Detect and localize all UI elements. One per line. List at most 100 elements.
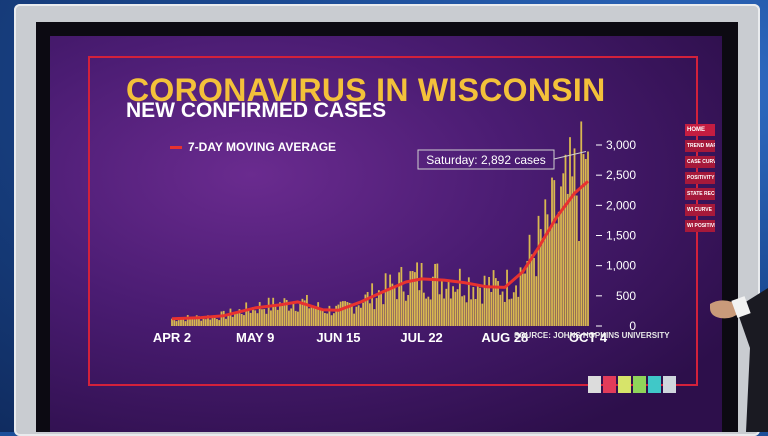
daily-bar (254, 310, 257, 326)
x-tick-label: AUG 28 (481, 330, 528, 345)
daily-bar (265, 313, 268, 326)
daily-bar (566, 193, 569, 326)
daily-bar (551, 177, 553, 326)
daily-bar (337, 304, 340, 326)
daily-bar (470, 299, 472, 326)
daily-bar (434, 263, 436, 326)
daily-bar (476, 284, 479, 326)
daily-bar (333, 313, 335, 326)
daily-bar (173, 318, 176, 326)
daily-bar (339, 301, 342, 326)
daily-bar (227, 314, 230, 326)
annotation-box (417, 149, 555, 170)
daily-bar (281, 305, 284, 326)
nav-item-state-records[interactable]: STATE RECORDS (685, 188, 715, 200)
daily-bar (301, 298, 304, 326)
daily-bar (440, 279, 443, 326)
daily-bar (447, 280, 450, 326)
nav-item-wi-positivity[interactable]: WI POSITIVITY (685, 220, 715, 232)
daily-bar (573, 148, 576, 326)
daily-bar (395, 299, 398, 326)
daily-bar (539, 229, 542, 326)
daily-bar (510, 298, 513, 326)
daily-bar (310, 306, 313, 326)
daily-bar (321, 310, 324, 326)
daily-bar (177, 320, 180, 326)
daily-bar (195, 315, 198, 326)
daily-bar (384, 273, 387, 326)
daily-bar (548, 230, 551, 326)
y-tick-label: 3,000 (606, 138, 636, 152)
daily-bar (524, 273, 526, 326)
chart-legend: 7-DAY MOVING AVERAGE (170, 140, 336, 154)
daily-bar (544, 199, 547, 326)
color-swatch[interactable] (648, 376, 661, 393)
nav-item-positivity-map[interactable]: POSITIVITY MAP (685, 172, 715, 184)
daily-bar (306, 294, 308, 326)
daily-bar (474, 298, 477, 326)
nav-item-home[interactable]: HOME (685, 124, 715, 136)
daily-bar (225, 318, 227, 326)
color-swatch[interactable] (588, 376, 601, 393)
daily-bar (380, 293, 383, 326)
daily-bar (245, 302, 248, 326)
daily-bar (350, 303, 353, 326)
daily-bar (292, 303, 295, 326)
daily-bar (542, 237, 544, 326)
daily-bar (357, 305, 360, 326)
nav-item-wi-curve[interactable]: WI CURVE (685, 204, 715, 216)
daily-bar (422, 292, 425, 326)
daily-bar (238, 309, 241, 326)
daily-bar (171, 318, 173, 326)
daily-bar (186, 315, 189, 326)
color-swatch[interactable] (618, 376, 631, 393)
daily-bar (416, 262, 418, 326)
daily-bar (481, 303, 484, 326)
daily-bar (546, 214, 549, 326)
daily-bar (326, 313, 329, 326)
color-swatch[interactable] (663, 376, 676, 393)
x-tick-label: OCT 4 (569, 330, 608, 345)
display-screen (50, 36, 722, 432)
daily-bar (425, 298, 427, 326)
annotation-leader (553, 151, 587, 160)
daily-bar (400, 266, 403, 326)
y-tick-label: 500 (616, 289, 636, 303)
daily-bar (438, 294, 441, 326)
daily-bar (193, 319, 196, 326)
daily-bar (569, 137, 571, 326)
daily-bar (272, 297, 275, 326)
daily-bar (587, 151, 589, 326)
nav-item-trend-map[interactable]: TREND MAP (685, 140, 715, 152)
daily-bar (261, 309, 263, 326)
daily-bar (519, 267, 522, 326)
daily-bar (456, 289, 459, 326)
daily-bar (582, 154, 585, 326)
color-swatch[interactable] (603, 376, 616, 393)
daily-bar (330, 315, 333, 326)
daily-bar (359, 307, 362, 326)
chart-source: SOURCE: JOHNS HOPKINS UNIVERSITY (514, 331, 670, 340)
daily-bar (515, 285, 517, 326)
color-swatch[interactable] (633, 376, 646, 393)
daily-bar (411, 271, 414, 326)
annotation: Saturday: 2,892 cases (417, 149, 587, 170)
daily-bar (382, 304, 385, 326)
daily-bar (427, 296, 430, 326)
side-nav: HOME TREND MAP CASE CURVE POSITIVITY MAP STA… (685, 124, 715, 236)
x-tick-label: APR 2 (153, 330, 191, 345)
daily-bar (445, 288, 448, 326)
daily-bar (508, 299, 511, 326)
daily-bar (528, 234, 531, 326)
daily-bar (229, 308, 232, 326)
daily-bar (319, 309, 322, 326)
daily-bar (373, 309, 376, 326)
daily-bar (409, 271, 412, 326)
daily-bar (535, 276, 538, 326)
daily-bar (249, 312, 252, 326)
nav-item-case-curve[interactable]: CASE CURVE (685, 156, 715, 168)
daily-bar (182, 318, 185, 326)
daily-bar (240, 313, 243, 326)
daily-bar (467, 277, 470, 326)
